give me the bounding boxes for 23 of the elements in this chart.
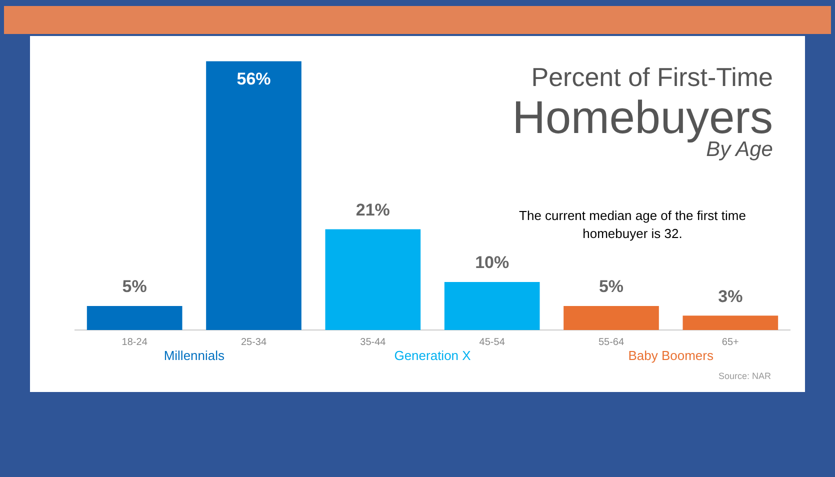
x-tick-label: 25-34 <box>240 336 267 348</box>
text: Baby Boomers <box>628 348 714 364</box>
bar <box>86 306 182 330</box>
data-label: 10% <box>475 253 510 272</box>
x-tick-label: 35-44 <box>360 336 386 348</box>
bar <box>206 61 302 330</box>
x-tick-label: 65+ <box>722 336 740 348</box>
data-label: 5% <box>598 277 624 296</box>
x-tick-label: 55-64 <box>598 336 624 348</box>
text: Generation X <box>394 348 472 364</box>
data-label: 5% <box>122 277 147 296</box>
x-tick-label: 45-54 <box>479 336 506 348</box>
bar <box>682 316 778 330</box>
data-label: 56% <box>236 69 271 88</box>
source-note: Source: NAR <box>718 371 771 381</box>
annotation: The current median age of the first time homebuyer is 32. <box>518 207 747 243</box>
text: Millennials <box>164 348 226 364</box>
x-tick-label: 18-24 <box>122 336 148 348</box>
data-label: 3% <box>718 286 743 306</box>
bar <box>444 282 540 330</box>
bar <box>325 229 421 330</box>
data-label: 21% <box>356 200 390 220</box>
bar <box>564 306 659 330</box>
